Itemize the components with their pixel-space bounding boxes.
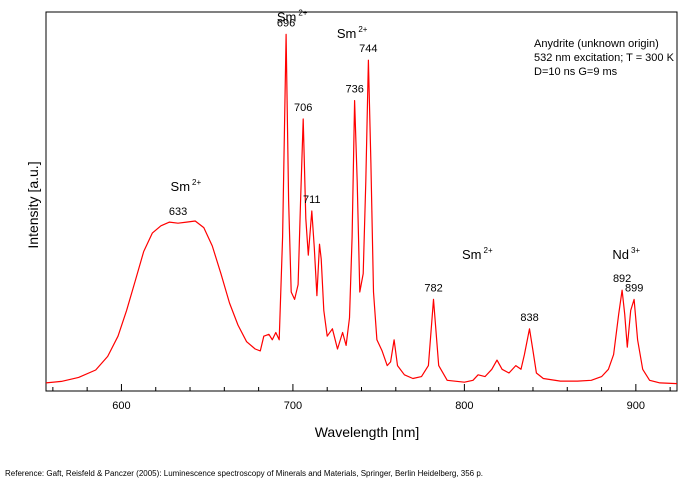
y-axis-label: Intensity [a.u.] <box>25 161 41 248</box>
x-tick-label: 600 <box>112 400 130 412</box>
x-tick-label: 700 <box>284 400 302 412</box>
peak-label: 899 <box>625 282 643 294</box>
x-tick-label: 800 <box>455 400 473 412</box>
peak-label: 838 <box>520 312 538 324</box>
peak-label: 706 <box>294 102 312 114</box>
info-line: D=10 ns G=9 ms <box>534 66 618 78</box>
ion-labels: Sm 2+Sm 2+Sm 2+Sm 2+ Nd 3+ <box>171 9 641 262</box>
ion-label: Sm <box>277 10 297 25</box>
ion-label: Sm <box>337 26 357 41</box>
ion-charge-label: 3+ <box>631 246 640 255</box>
peak-label: 633 <box>169 206 187 218</box>
x-axis-label: Wavelength [nm] <box>315 424 420 440</box>
ion-label: Nd <box>612 247 629 262</box>
x-tick-label: 900 <box>627 400 645 412</box>
peak-label: 736 <box>345 84 363 96</box>
peak-label: 782 <box>424 282 442 294</box>
ion-charge-label: 2+ <box>192 178 201 187</box>
ion-label: Sm <box>171 179 191 194</box>
peak-label: 744 <box>359 43 377 55</box>
peak-label: 696 <box>277 17 295 29</box>
spectrum-chart: 600 700 800 900 633 696 706 711 736 744 782 838 892… <box>25 9 678 440</box>
ion-charge-label: 2+ <box>298 9 307 18</box>
ion-charge-label: 2+ <box>484 246 493 255</box>
ion-label: Sm <box>462 247 482 262</box>
reference-text: Reference: Gaft, Reisfeld & Panczer (200… <box>5 469 484 478</box>
peak-label: 892 <box>613 273 631 285</box>
spectrum-line <box>45 33 678 385</box>
info-line: Anydrite (unknown origin) <box>534 38 659 50</box>
info-line: 532 nm excitation; T = 300 K <box>534 52 675 64</box>
x-axis-ticks: 600 700 800 900 <box>52 384 671 412</box>
ion-charge-label: 2+ <box>358 25 367 34</box>
info-box: Anydrite (unknown origin) 532 nm excitati… <box>534 38 675 78</box>
peak-label: 711 <box>303 194 321 206</box>
